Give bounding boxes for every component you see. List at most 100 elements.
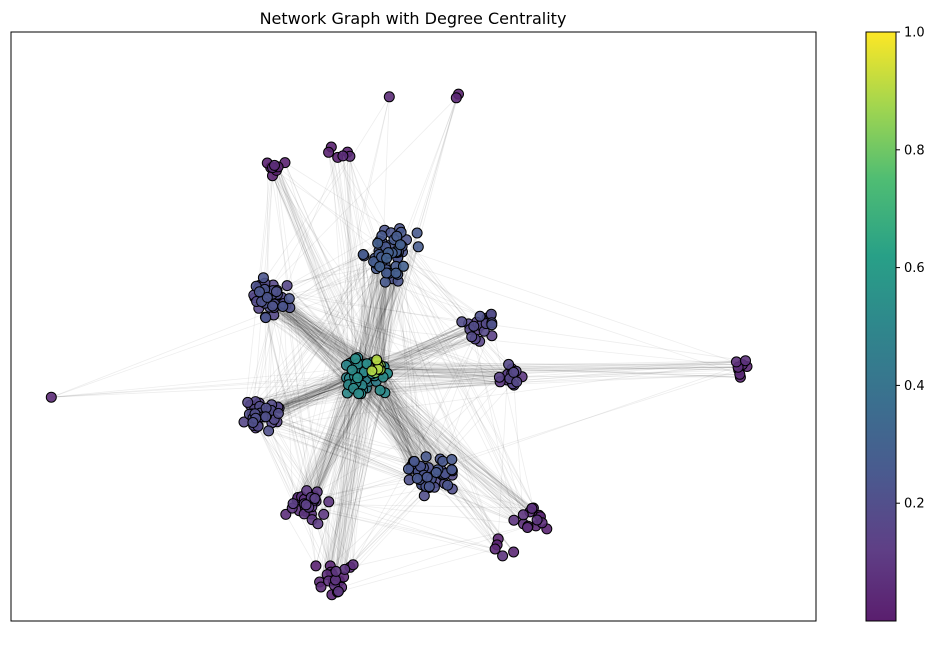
edge-319 xyxy=(256,97,457,302)
node-point-80 xyxy=(332,586,344,597)
edge-766 xyxy=(374,367,421,467)
edge-569 xyxy=(301,96,390,497)
edge-157 xyxy=(372,278,394,369)
edge-58 xyxy=(370,366,739,371)
edge-53 xyxy=(346,156,351,366)
node-point-270 xyxy=(421,471,433,483)
edge-1530 xyxy=(284,162,381,391)
edge-59 xyxy=(370,366,739,371)
edge-556 xyxy=(311,384,349,507)
edge-1280 xyxy=(277,166,350,379)
edge-713 xyxy=(370,364,500,378)
edge-720 xyxy=(371,362,515,386)
node-point-372 xyxy=(352,372,364,384)
edge-154 xyxy=(331,281,399,595)
edge-56 xyxy=(378,254,740,375)
edge-214 xyxy=(388,245,537,527)
edge-159 xyxy=(357,262,383,358)
node-point-219 xyxy=(474,310,486,322)
edge-1536 xyxy=(379,274,399,366)
node-point-283 xyxy=(408,455,420,467)
node-point-243 xyxy=(277,301,289,312)
edge-179 xyxy=(355,281,386,359)
edge-579 xyxy=(320,363,350,588)
edge-26 xyxy=(284,162,352,382)
node-point-60 xyxy=(526,502,538,514)
edge-63 xyxy=(365,361,737,371)
edge-532 xyxy=(267,299,316,498)
edge-900 xyxy=(381,373,533,509)
edge-1201 xyxy=(371,374,515,386)
node-point-35 xyxy=(315,581,327,593)
edge-1056 xyxy=(380,232,418,374)
edge-5 xyxy=(261,96,390,302)
node-point-298 xyxy=(357,249,369,260)
edge-576 xyxy=(352,373,373,565)
edge-555 xyxy=(311,377,359,507)
edge-348 xyxy=(272,305,340,582)
edge-62 xyxy=(346,364,743,366)
edge-0 xyxy=(51,382,354,398)
edge-1031 xyxy=(364,371,412,466)
edge-72 xyxy=(370,375,741,378)
edge-406 xyxy=(256,241,383,417)
edge-852 xyxy=(256,415,423,484)
edge-559 xyxy=(306,384,352,491)
edge-899 xyxy=(379,369,534,509)
edge-402 xyxy=(266,264,386,416)
edge-1117 xyxy=(387,373,524,525)
edge-630 xyxy=(350,522,543,568)
edge-1563 xyxy=(329,359,378,566)
edge-288 xyxy=(265,317,364,365)
edge-914 xyxy=(370,375,540,516)
edge-54 xyxy=(365,366,740,375)
edge-183 xyxy=(396,252,515,386)
edge-729 xyxy=(258,288,510,379)
edge-41 xyxy=(330,146,378,360)
edge-1412 xyxy=(370,375,541,518)
edge-923 xyxy=(361,382,541,518)
edge-575 xyxy=(331,382,357,575)
edge-936 xyxy=(369,370,499,540)
edge-55 xyxy=(353,373,740,389)
edge-338 xyxy=(288,298,348,394)
edge-644 xyxy=(377,325,481,363)
edge-1209 xyxy=(308,363,350,508)
node-point-73 xyxy=(517,509,529,521)
node-point-77 xyxy=(330,565,342,577)
edge-49 xyxy=(342,155,388,374)
edge-703 xyxy=(377,365,514,373)
edge-1592 xyxy=(371,370,543,524)
edge-515 xyxy=(308,506,503,557)
edge-538 xyxy=(304,382,354,508)
edge-685 xyxy=(471,336,524,515)
edge-805 xyxy=(381,373,441,460)
node-point-13 xyxy=(310,560,322,572)
edge-860 xyxy=(397,281,429,468)
edge-1395 xyxy=(372,366,748,375)
node-point-206 xyxy=(418,490,430,502)
edge-310 xyxy=(285,304,361,368)
edge-995 xyxy=(362,263,377,374)
edge-725 xyxy=(380,369,512,374)
node-point-365 xyxy=(346,364,358,376)
edge-73 xyxy=(351,362,741,378)
node-point-100 xyxy=(287,498,299,510)
node-point-309 xyxy=(372,237,384,249)
colorbar-tick-label-0: 0.2 xyxy=(904,497,925,512)
edge-278 xyxy=(253,156,351,296)
edge-645 xyxy=(297,321,477,498)
edge-699 xyxy=(371,368,513,375)
edge-1504 xyxy=(283,303,352,385)
edge-1082 xyxy=(349,156,353,371)
edge-1604 xyxy=(377,365,453,472)
edge-847 xyxy=(383,366,419,472)
edge-636 xyxy=(330,361,378,573)
edge-724 xyxy=(375,372,512,374)
edge-66 xyxy=(376,362,739,371)
node-point-55 xyxy=(522,522,533,533)
edge-1151 xyxy=(361,385,541,518)
plot-area xyxy=(10,31,817,622)
edge-34 xyxy=(266,162,363,386)
edge-537 xyxy=(305,507,496,550)
